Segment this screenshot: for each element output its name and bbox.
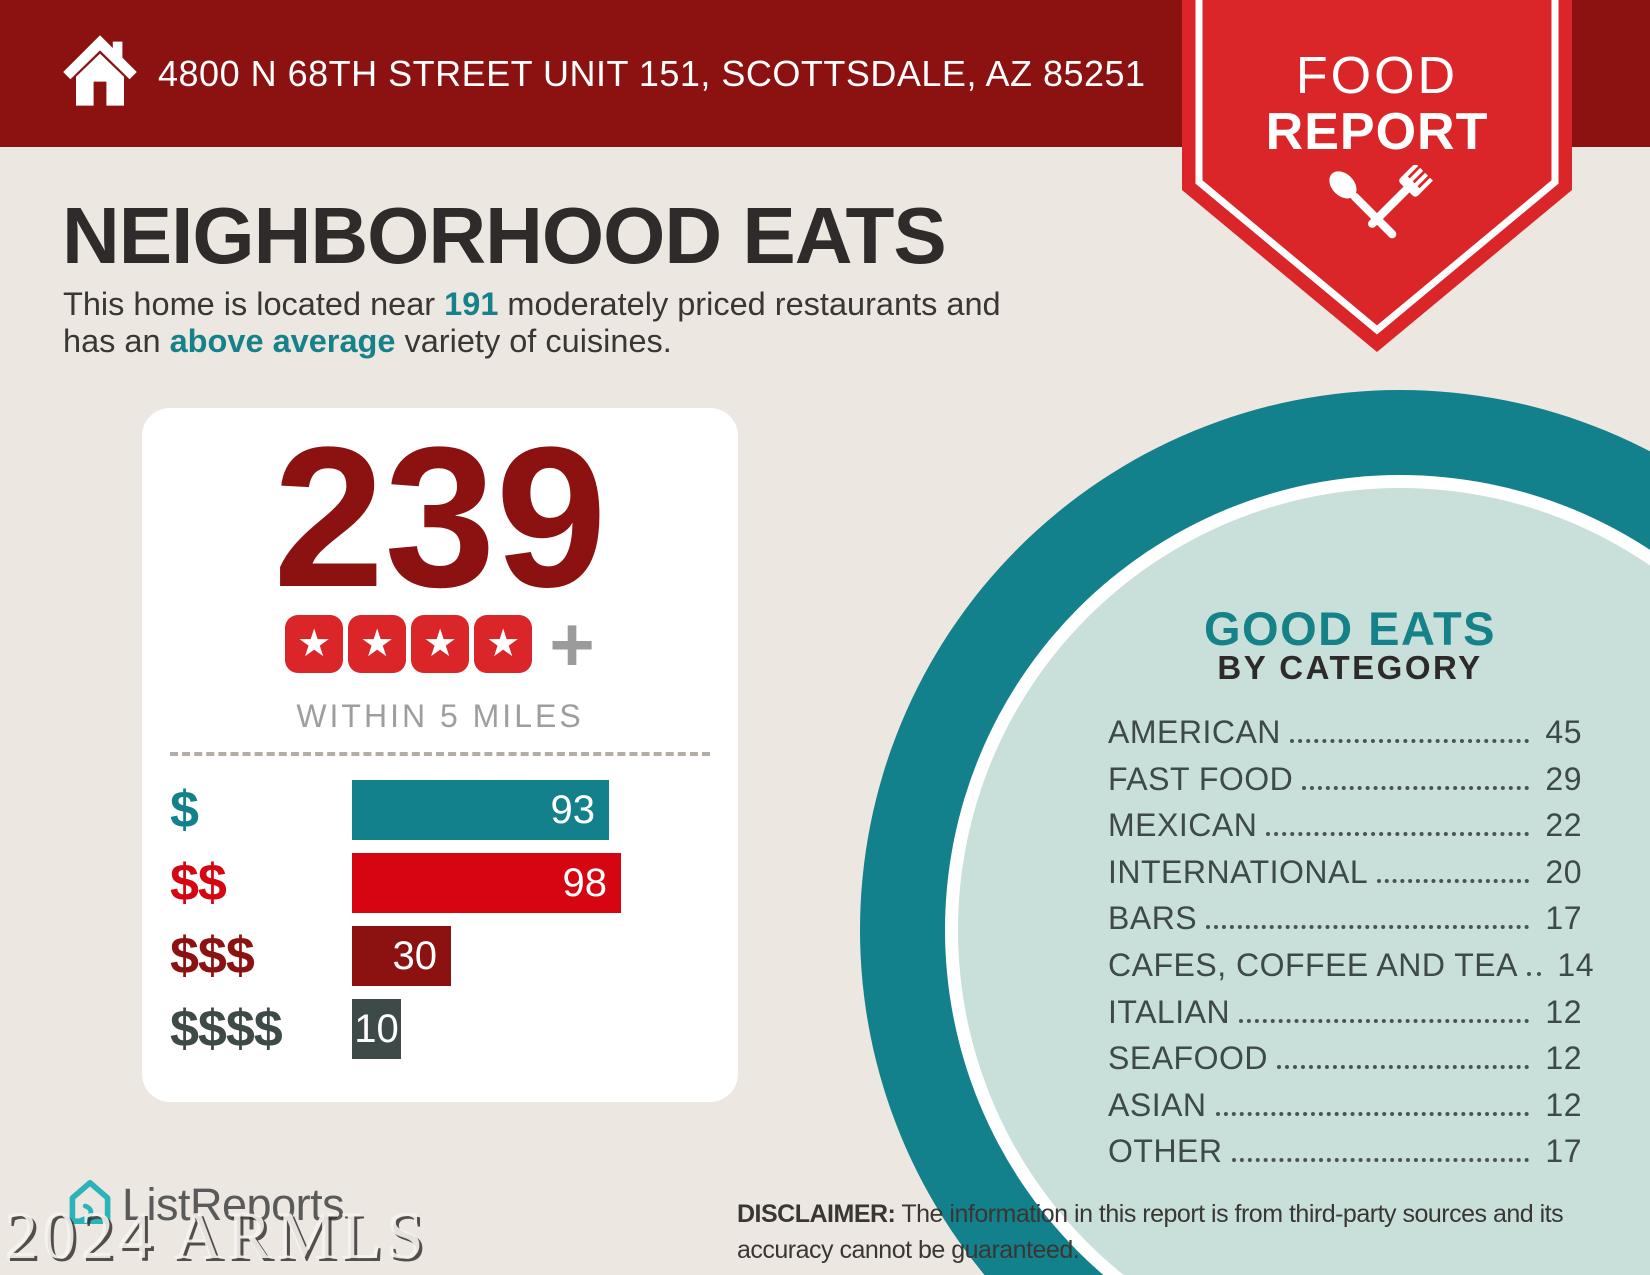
- page-title: NEIGHBORHOOD EATS: [62, 191, 947, 280]
- dot-leader: [1266, 832, 1529, 837]
- total-restaurants: 239: [273, 406, 607, 629]
- stats-card: 239 ★ ★ ★ ★ + WITHIN 5 MILES $ 93 $$ 98 …: [142, 408, 738, 1102]
- disclaimer-line2: accuracy cannot be guaranteed.: [737, 1236, 1080, 1264]
- armls-watermark: 2024 ARMLS: [4, 1197, 428, 1273]
- star-icon: ★: [411, 615, 470, 673]
- plus-icon: +: [549, 600, 595, 688]
- intro-pre: This home is located near: [63, 286, 445, 322]
- good-eats-category-list: AMERICAN 45 FAST FOOD 29 MEXICAN 22 INTERNA…: [1108, 714, 1594, 1182]
- good-eats-title: GOOD EATS: [1203, 602, 1497, 655]
- bar-row-price-3: $$$ 30: [170, 926, 714, 986]
- dot-leader: [1302, 785, 1529, 790]
- category-row: MEXICAN 22: [1108, 807, 1582, 844]
- dot-leader: [1231, 1158, 1529, 1163]
- bar-row-price-1: $ 93: [170, 780, 714, 840]
- category-row: AMERICAN 45: [1108, 714, 1582, 750]
- disclaimer: DISCLAIMER: The information in this repo…: [737, 1196, 1642, 1268]
- dot-leader: [1239, 1018, 1529, 1023]
- intro-text: This home is located near 191 moderately…: [63, 286, 1055, 360]
- restaurant-count: 191: [444, 286, 499, 322]
- radius-label: WITHIN 5 MILES: [296, 698, 584, 734]
- dot-leader: [1215, 1111, 1529, 1116]
- dashed-divider: [170, 752, 710, 756]
- dot-leader: [1289, 739, 1529, 743]
- dot-leader: [1377, 878, 1529, 883]
- price-tier-label: $$$: [170, 927, 255, 985]
- food-report-badge: FOOD REPORT: [1182, 0, 1572, 360]
- home-icon: [60, 28, 140, 121]
- price-tier-bar-chart: $ 93 $$ 98 $$$ 30 $$$$ 10: [170, 780, 714, 1072]
- category-row: INTERNATIONAL 20: [1108, 853, 1582, 890]
- price-tier-label: $$: [170, 854, 227, 912]
- bar-value: 30: [392, 933, 438, 978]
- rating-stars: ★ ★ ★ ★ +: [142, 605, 738, 683]
- listreports-house-icon: [66, 1176, 114, 1233]
- price-tier-label: $: [170, 781, 199, 839]
- star-icon: ★: [285, 615, 344, 673]
- category-row: SEAFOOD 12: [1108, 1040, 1582, 1077]
- bar-row-price-4: $$$$ 10: [170, 999, 714, 1059]
- star-icon: ★: [348, 615, 407, 673]
- category-row: ASIAN 12: [1108, 1086, 1582, 1123]
- brand-name: ListReports: [122, 1178, 345, 1230]
- good-eats-subtitle: BY CATEGORY: [1217, 649, 1483, 686]
- variety-highlight: above average: [169, 323, 396, 359]
- spoon-fork-icon: [1317, 163, 1437, 265]
- listreports-logo: ListReports: [66, 1176, 345, 1233]
- bar-value: 10: [354, 1006, 399, 1051]
- category-row: CAFES, COFFEE AND TEA 14: [1108, 946, 1594, 983]
- dot-leader: [1276, 1065, 1529, 1070]
- bar-price-2: 98: [352, 853, 621, 913]
- bar-price-4: 10: [352, 999, 401, 1059]
- intro-mid: moderately priced restaurants and has an: [63, 286, 1001, 359]
- category-row: OTHER 17: [1108, 1133, 1582, 1170]
- bar-value: 98: [562, 860, 608, 905]
- intro-post: variety of cuisines.: [395, 323, 672, 359]
- bar-row-price-2: $$ 98: [170, 853, 714, 913]
- property-address: 4800 N 68TH STREET UNIT 151, SCOTTSDALE,…: [158, 52, 1146, 94]
- dot-leader: [1206, 925, 1529, 930]
- bar-price-3: 30: [352, 926, 451, 986]
- star-icon: ★: [474, 615, 533, 673]
- dot-leader: [1526, 971, 1541, 976]
- category-row: FAST FOOD 29: [1108, 760, 1582, 797]
- bar-price-1: 93: [352, 780, 609, 840]
- disclaimer-line1: DISCLAIMER: The information in this repo…: [737, 1200, 1564, 1228]
- badge-title-report: REPORT: [1265, 103, 1489, 161]
- badge-title-food: FOOD: [1295, 47, 1459, 105]
- price-tier-label: $$$$: [170, 1000, 283, 1058]
- bar-value: 93: [550, 787, 596, 832]
- category-row: BARS 17: [1108, 900, 1582, 937]
- category-row: ITALIAN 12: [1108, 993, 1582, 1030]
